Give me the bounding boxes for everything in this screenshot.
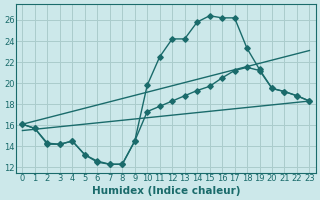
X-axis label: Humidex (Indice chaleur): Humidex (Indice chaleur)	[92, 186, 240, 196]
